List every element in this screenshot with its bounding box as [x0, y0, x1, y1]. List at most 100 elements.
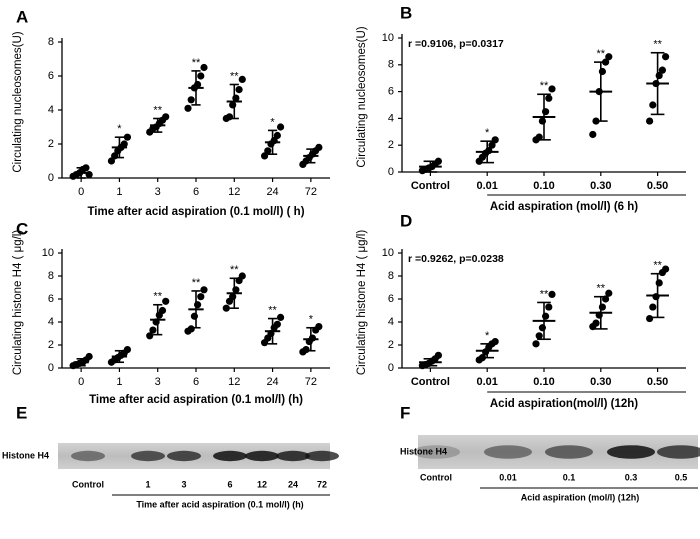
- data-point: [194, 301, 202, 309]
- data-point: [652, 293, 660, 301]
- data-point: [146, 332, 154, 340]
- x-tick-label: 72: [305, 186, 317, 198]
- data-point: [308, 334, 317, 342]
- x-tick-label: 0.01: [476, 376, 497, 388]
- y-tick-label: 4: [48, 104, 54, 116]
- data-point: [605, 53, 613, 61]
- significance-mark: **: [153, 104, 162, 116]
- x-axis-label: Time after acid aspiration (0.1 mol/l) (…: [87, 206, 304, 218]
- y-tick-label: 2: [388, 139, 394, 151]
- data-point: [605, 289, 613, 297]
- data-point: [225, 113, 234, 121]
- lane-label: 6: [227, 479, 232, 489]
- y-tick-label: 8: [388, 59, 394, 71]
- data-point: [85, 352, 93, 361]
- data-point: [187, 325, 195, 333]
- data-point: [200, 63, 208, 72]
- significance-mark: **: [540, 288, 549, 300]
- x-tick-label: 6: [193, 186, 199, 198]
- panel-letter: D: [400, 211, 412, 230]
- data-point: [197, 293, 205, 301]
- data-point: [302, 346, 310, 354]
- x-axis-label: Time after acid aspiration (0.1 mol/l) (…: [89, 394, 303, 406]
- panel-letter: F: [400, 403, 410, 422]
- data-point: [187, 96, 195, 104]
- data-point: [434, 351, 442, 359]
- data-point: [222, 304, 230, 312]
- data-point: [545, 303, 553, 311]
- data-point: [276, 313, 285, 321]
- lane-label: Control: [420, 472, 452, 482]
- y-tick-label: 8: [388, 270, 394, 282]
- y-axis-label: Circulating nucleosomes(U): [356, 26, 368, 167]
- x-tick-label: 0: [78, 376, 84, 388]
- data-point: [535, 332, 543, 340]
- y-tick-label: 0: [48, 172, 54, 184]
- panel-letter: E: [16, 403, 27, 422]
- y-tick-label: 10: [42, 247, 54, 259]
- blot-band: [607, 445, 655, 459]
- x-tick-label: 0.01: [476, 180, 497, 192]
- y-tick-label: 8: [48, 36, 54, 48]
- y-tick-label: 0: [48, 362, 54, 374]
- x-tick-label: 72: [305, 376, 317, 388]
- x-tick-label: 1: [116, 186, 122, 198]
- lane-label: 72: [317, 479, 327, 489]
- x-tick-label: Control: [411, 180, 450, 192]
- x-tick-label: 0.30: [590, 180, 611, 192]
- data-point: [598, 67, 607, 76]
- protein-label: Histone H4: [2, 450, 49, 460]
- lane-label: 3: [181, 479, 186, 489]
- significance-mark: **: [230, 70, 239, 82]
- y-tick-label: 2: [48, 339, 54, 351]
- data-point: [238, 272, 246, 280]
- lane-label: 0.5: [675, 472, 688, 482]
- y-tick-label: 8: [48, 270, 54, 282]
- significance-mark: **: [192, 277, 201, 289]
- data-point: [646, 314, 654, 323]
- lane-label: 24: [288, 479, 298, 489]
- data-point: [589, 130, 597, 139]
- data-point: [646, 117, 654, 125]
- data-point: [548, 85, 556, 93]
- x-tick-label: 0.50: [647, 180, 668, 192]
- significance-mark: **: [653, 39, 662, 51]
- data-point: [200, 286, 208, 294]
- panel-letter: C: [16, 219, 28, 238]
- lane-label: 0.01: [499, 472, 517, 482]
- y-tick-label: 4: [48, 316, 54, 328]
- blot-band: [245, 450, 279, 462]
- data-point: [264, 147, 272, 155]
- significance-mark: **: [597, 48, 606, 60]
- lane-label: 0.3: [625, 472, 638, 482]
- x-tick-label: 0.10: [533, 180, 554, 192]
- blot-band: [213, 450, 247, 462]
- significance-mark: **: [597, 283, 606, 295]
- significance-mark: *: [485, 127, 490, 139]
- blot-band: [276, 450, 310, 462]
- data-point: [158, 306, 167, 315]
- data-point: [120, 140, 128, 148]
- lane-label: Control: [72, 479, 104, 489]
- x-axis-label: Acid aspiration (mol/l) (6 h): [490, 201, 638, 213]
- data-point: [235, 86, 243, 94]
- data-point: [197, 72, 205, 80]
- x-tick-label: 0: [78, 186, 84, 198]
- data-point: [535, 133, 543, 141]
- y-tick-label: 4: [388, 316, 394, 328]
- data-point: [273, 131, 281, 140]
- significance-mark: **: [540, 80, 549, 92]
- data-point: [542, 312, 550, 320]
- data-point: [273, 320, 281, 328]
- y-tick-label: 2: [48, 138, 54, 150]
- lane-label: 1: [145, 479, 150, 489]
- data-point: [598, 303, 607, 311]
- data-point: [649, 101, 657, 109]
- panel-letter: B: [400, 3, 412, 22]
- data-point: [82, 164, 90, 172]
- data-point: [162, 297, 170, 305]
- data-point: [488, 141, 496, 149]
- y-tick-label: 10: [382, 247, 394, 259]
- significance-mark: **: [653, 260, 662, 272]
- x-tick-label: 6: [193, 376, 199, 388]
